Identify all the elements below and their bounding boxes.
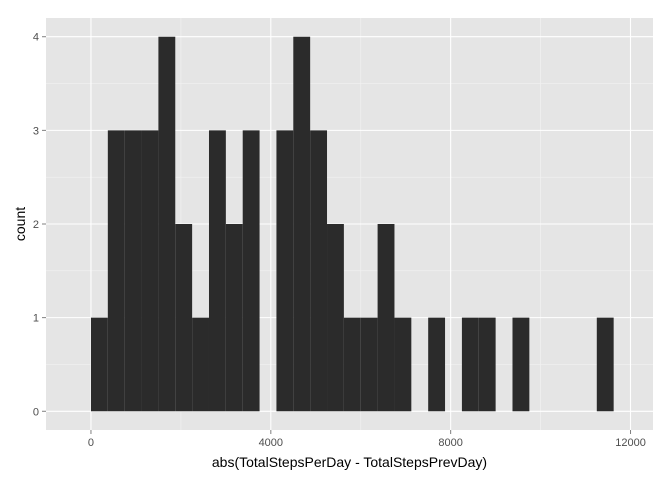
histogram-bar [596,317,614,412]
histogram-bar [90,317,108,412]
y-tick-label: 3 [33,125,39,137]
histogram-bar [394,317,412,412]
histogram-bar [461,317,479,412]
histogram-bar [327,224,344,412]
histogram-bar [310,130,328,412]
histogram-bar [124,130,142,412]
y-axis-title: count [12,207,28,241]
y-tick-label: 0 [33,406,39,418]
y-tick-label: 4 [33,32,39,44]
histogram-bar [158,36,176,412]
x-tick-label: 12000 [615,437,646,449]
histogram-bar [242,130,260,412]
x-axis-title: abs(TotalStepsPerDay - TotalStepsPrevDay… [212,454,487,470]
histogram-bar [225,224,243,412]
major-gridlines [46,18,653,430]
histogram-bar [478,317,496,412]
x-axis-ticks: 0 4000 8000 12000 [88,430,646,449]
histogram-bar [377,224,395,412]
y-tick-label: 2 [33,219,39,231]
histogram-bar [428,317,446,412]
x-tick-label: 0 [88,437,94,449]
histogram-bar [192,317,209,412]
histogram-bar [360,317,378,412]
histogram-bar [107,130,125,412]
histogram-bars [90,36,614,412]
histogram-bar [512,317,530,412]
x-tick-label: 4000 [259,437,283,449]
y-tick-label: 1 [33,313,39,325]
histogram-bar [293,36,311,412]
histogram-bar [276,130,294,412]
y-axis-ticks: 0 1 2 3 4 [33,32,46,418]
x-tick-label: 8000 [438,437,462,449]
histogram-bar [175,224,193,412]
histogram-bar [141,130,159,412]
histogram-bar [343,317,361,412]
histogram-bar [208,130,226,412]
